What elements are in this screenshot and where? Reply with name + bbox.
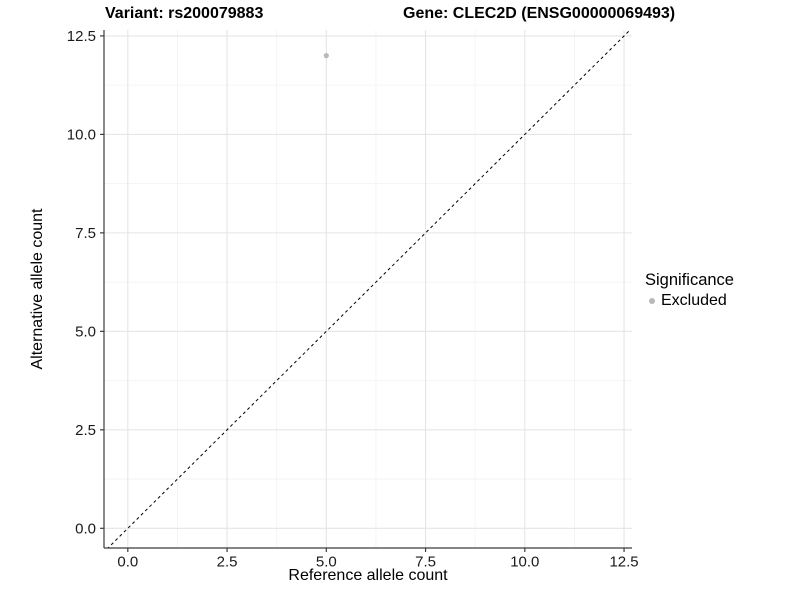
plot-title-variant: Variant: rs200079883 <box>105 5 264 22</box>
x-tick-label: 2.5 <box>217 553 238 570</box>
y-tick-label: 10.0 <box>67 126 96 143</box>
legend-point-icon <box>649 298 655 304</box>
data-point <box>323 53 329 59</box>
identity-line <box>107 30 631 548</box>
x-tick-label: 5.0 <box>316 553 337 570</box>
x-tick-label: 0.0 <box>117 553 138 570</box>
x-tick-label: 12.5 <box>609 553 638 570</box>
y-axis-title: Alternative allele count <box>29 208 46 370</box>
y-tick-label: 0.0 <box>75 520 96 537</box>
y-tick-label: 5.0 <box>75 323 96 340</box>
legend-item-label: Excluded <box>661 292 727 309</box>
y-tick-label: 2.5 <box>75 422 96 439</box>
x-tick-label: 7.5 <box>415 553 436 570</box>
x-axis-title: Reference allele count <box>288 567 448 584</box>
x-tick-label: 10.0 <box>510 553 539 570</box>
y-tick-label: 12.5 <box>67 28 96 45</box>
legend-title: Significance <box>645 271 734 289</box>
legend: Significance Excluded <box>645 271 734 310</box>
plot-title-gene: Gene: CLEC2D (ENSG00000069493) <box>403 5 676 22</box>
y-tick-label: 7.5 <box>75 225 96 242</box>
legend-item-excluded: Excluded <box>645 292 734 310</box>
